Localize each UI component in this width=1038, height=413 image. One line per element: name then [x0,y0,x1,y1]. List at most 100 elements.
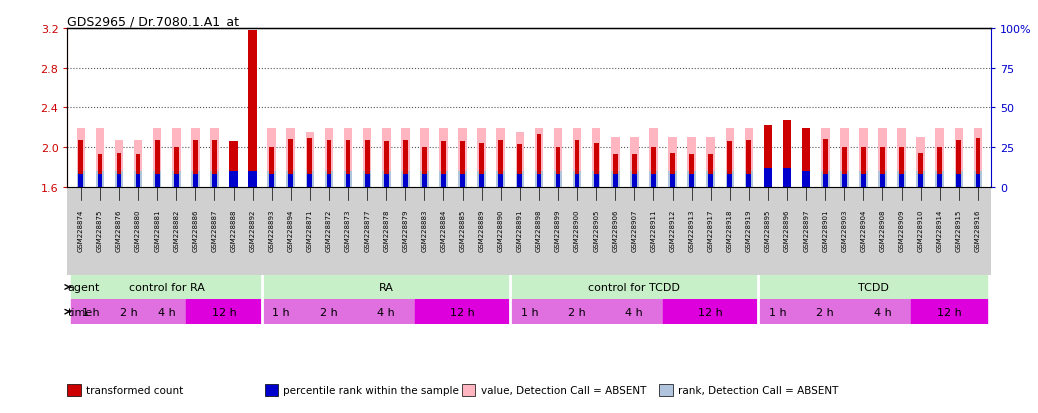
Bar [861,147,866,187]
Bar [480,144,484,187]
Text: GSM228904: GSM228904 [861,209,867,252]
Bar [783,168,791,187]
Bar [286,129,295,187]
Bar [726,171,734,187]
Text: GSM228882: GSM228882 [173,209,180,252]
Text: control for TCDD: control for TCDD [589,282,680,292]
Bar [668,171,677,187]
Bar [649,129,658,187]
Text: GSM228901: GSM228901 [822,209,828,252]
Bar [403,174,408,187]
Bar [555,147,561,187]
Text: 12 h: 12 h [937,307,961,317]
Bar [612,154,618,187]
Bar [897,129,906,187]
Text: transformed count: transformed count [86,385,184,395]
Bar [511,299,548,324]
Text: 4 h: 4 h [378,307,395,317]
Bar [98,174,103,187]
Text: control for RA: control for RA [129,282,204,292]
Bar [327,141,331,187]
Bar [248,31,257,187]
Bar [801,129,811,187]
Bar [937,147,943,187]
Bar [439,171,447,187]
Text: GSM228917: GSM228917 [708,209,714,252]
Text: GSM228910: GSM228910 [918,209,924,252]
Text: 1 h: 1 h [82,307,100,317]
Text: GSM228885: GSM228885 [460,209,466,252]
Bar [344,171,352,187]
Bar [917,138,925,187]
Bar [899,147,904,187]
Bar [174,147,179,187]
Bar [95,129,104,187]
Text: GSM228905: GSM228905 [593,209,599,252]
Bar [289,140,293,187]
Bar [193,174,198,187]
Bar [358,299,415,324]
Bar [592,171,600,187]
Bar [459,129,467,187]
Text: GSM228919: GSM228919 [746,209,752,252]
Text: GSM228892: GSM228892 [249,209,255,252]
Text: GSM228879: GSM228879 [403,209,408,252]
Bar [460,142,465,187]
Text: GSM228912: GSM228912 [670,209,676,252]
Bar [880,174,884,187]
Bar [401,129,410,187]
Text: agent: agent [67,282,101,292]
Bar [210,171,219,187]
Text: GSM228903: GSM228903 [842,209,847,252]
Text: GSM228891: GSM228891 [517,209,523,252]
Text: GSM228881: GSM228881 [155,209,160,252]
Bar [516,133,524,187]
Bar [498,174,503,187]
Bar [269,147,274,187]
Bar [899,174,904,187]
Bar [364,174,370,187]
Bar [880,147,884,187]
Text: GSM228876: GSM228876 [116,209,122,252]
Bar [573,171,581,187]
Text: GSM228906: GSM228906 [612,209,619,252]
Bar [611,138,620,187]
Bar [346,141,351,187]
Bar [744,171,754,187]
Bar [248,171,257,187]
Bar [842,174,847,187]
Bar [548,299,606,324]
Text: GSM228871: GSM228871 [307,209,312,252]
Bar [535,129,543,187]
Text: GSM228878: GSM228878 [383,209,389,252]
Bar [191,129,199,187]
Bar [917,171,925,187]
Bar [897,171,906,187]
Bar [172,171,181,187]
Bar [441,174,446,187]
Text: GSM228890: GSM228890 [498,209,503,252]
Bar [327,174,331,187]
Bar [937,174,943,187]
Text: GSM228899: GSM228899 [555,209,561,252]
Bar [764,168,772,187]
Text: 1 h: 1 h [769,307,787,317]
Bar [134,171,142,187]
Bar [384,142,388,187]
Bar [632,174,636,187]
Bar [671,174,675,187]
Text: GSM228918: GSM228918 [727,209,733,252]
Text: GSM228872: GSM228872 [326,209,332,252]
Bar [268,171,276,187]
Bar [861,174,866,187]
Text: GSM228898: GSM228898 [536,209,542,252]
Bar [511,275,759,299]
Bar [671,154,675,187]
Bar [935,171,944,187]
Bar [956,141,961,187]
Bar [821,129,829,187]
Bar [212,174,217,187]
Bar [420,129,429,187]
Bar [594,144,599,187]
Text: GDS2965 / Dr.7080.1.A1_at: GDS2965 / Dr.7080.1.A1_at [67,15,240,28]
